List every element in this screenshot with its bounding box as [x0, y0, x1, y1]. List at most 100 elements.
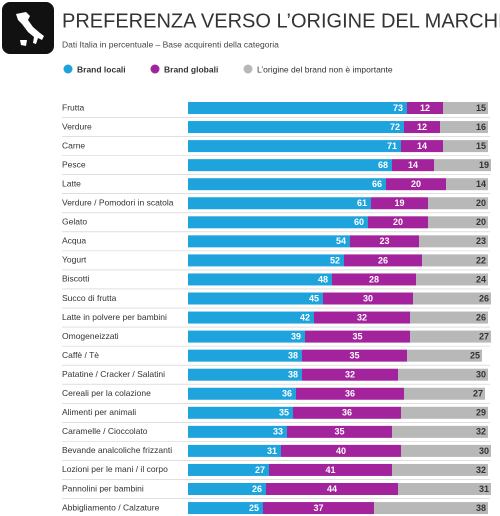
- value-label: 26: [378, 255, 388, 265]
- value-label: 26: [476, 312, 486, 322]
- value-label: 27: [479, 331, 489, 341]
- value-label: 20: [476, 198, 486, 208]
- bar-segment: [386, 178, 446, 191]
- category-label: Carne: [62, 140, 85, 150]
- bar-segment: [188, 330, 305, 343]
- value-label: 15: [476, 141, 486, 151]
- value-label: 39: [291, 331, 301, 341]
- value-label: 44: [327, 484, 337, 494]
- bar-segment: [344, 254, 422, 267]
- value-label: 35: [334, 427, 344, 437]
- value-label: 61: [357, 198, 367, 208]
- value-label: 25: [470, 351, 480, 361]
- bar-segment: [188, 197, 371, 210]
- value-label: 20: [411, 179, 421, 189]
- bar-segment: [332, 273, 416, 286]
- bar-segment: [392, 425, 488, 438]
- bar-segment: [287, 425, 392, 438]
- bar-segment: [410, 330, 491, 343]
- bar-segment: [440, 121, 488, 134]
- value-label: 60: [354, 217, 364, 227]
- value-label: 22: [476, 255, 486, 265]
- bar-segment: [434, 159, 491, 172]
- bar-segment: [422, 254, 488, 267]
- bar-segment: [188, 444, 281, 457]
- bar-segment: [188, 292, 323, 305]
- bar-segment: [410, 311, 488, 324]
- value-label: 27: [255, 465, 265, 475]
- bar-segment: [398, 368, 488, 381]
- plot: Frutta 73 12 15 Verdure 72 12 16 Carne 71 14 15 Pesc…: [62, 102, 491, 515]
- value-label: 24: [476, 274, 486, 284]
- value-label: 25: [249, 503, 259, 513]
- legend-label: Brand globali: [164, 64, 218, 74]
- bar-segment: [302, 349, 407, 362]
- value-label: 27: [473, 389, 483, 399]
- chart-subtitle: Dati Italia in percentuale – Base acquir…: [62, 39, 279, 49]
- value-label: 36: [345, 389, 355, 399]
- category-label: Frutta: [62, 102, 84, 112]
- bar-segment: [413, 292, 491, 305]
- bar-segment: [404, 121, 440, 134]
- bar-segment: [407, 349, 482, 362]
- bar-segment: [188, 235, 350, 248]
- bar-segment: [188, 387, 296, 400]
- category-label: Bevande analcoliche frizzanti: [62, 445, 172, 455]
- bar-segment: [374, 502, 488, 515]
- value-label: 15: [476, 103, 486, 113]
- bar-segment: [314, 311, 410, 324]
- value-label: 38: [288, 370, 298, 380]
- bar-segment: [302, 368, 398, 381]
- category-label: Latte in polvere per bambini: [62, 312, 167, 322]
- bar-segment: [188, 463, 269, 476]
- category-label: Gelato: [62, 217, 87, 227]
- value-label: 41: [325, 465, 335, 475]
- bar-segment: [428, 197, 488, 210]
- bar-segment: [188, 425, 287, 438]
- bar-segment: [263, 502, 374, 515]
- value-label: 20: [476, 217, 486, 227]
- category-label: Patatine / Cracker / Salatini: [62, 369, 165, 379]
- value-label: 32: [345, 370, 355, 380]
- legend-swatch: [150, 64, 160, 74]
- value-label: 19: [394, 198, 404, 208]
- bar-segment: [281, 444, 401, 457]
- legend-label: Brand locali: [77, 64, 126, 74]
- bar-segment: [401, 444, 491, 457]
- value-label: 66: [372, 179, 382, 189]
- value-label: 71: [387, 141, 397, 151]
- bar-segment: [428, 216, 488, 229]
- bar-segment: [368, 216, 428, 229]
- bar-segment: [188, 159, 392, 172]
- bar-segment: [188, 368, 302, 381]
- bar-segment: [416, 273, 488, 286]
- value-label: 36: [282, 389, 292, 399]
- bar-segment: [188, 502, 263, 515]
- category-label: Pannolini per bambini: [62, 483, 144, 493]
- bar-segment: [188, 178, 386, 191]
- bar-segment: [188, 406, 293, 419]
- category-label: Alimenti per animali: [62, 407, 136, 417]
- value-label: 23: [476, 236, 486, 246]
- value-label: 33: [273, 427, 283, 437]
- legend-swatch: [63, 64, 73, 74]
- value-label: 52: [330, 255, 340, 265]
- bar-segment: [296, 387, 404, 400]
- value-label: 30: [476, 370, 486, 380]
- category-label: Cereali per la colazione: [62, 388, 151, 398]
- value-label: 20: [393, 217, 403, 227]
- bar-segment: [398, 483, 491, 495]
- legend-label: L’origine del brand non è importante: [257, 64, 393, 74]
- bar-segment: [188, 349, 302, 362]
- category-label: Lozioni per le mani / il corpo: [62, 464, 168, 474]
- bar-segment: [188, 483, 266, 495]
- value-label: 38: [288, 351, 298, 361]
- bar-segment: [188, 311, 314, 324]
- value-label: 30: [363, 293, 373, 303]
- value-label: 31: [479, 484, 489, 494]
- category-label: Pesce: [62, 159, 86, 169]
- bar-segment: [188, 273, 332, 286]
- bar-segment: [401, 406, 488, 419]
- value-label: 48: [318, 274, 328, 284]
- value-label: 37: [313, 503, 323, 513]
